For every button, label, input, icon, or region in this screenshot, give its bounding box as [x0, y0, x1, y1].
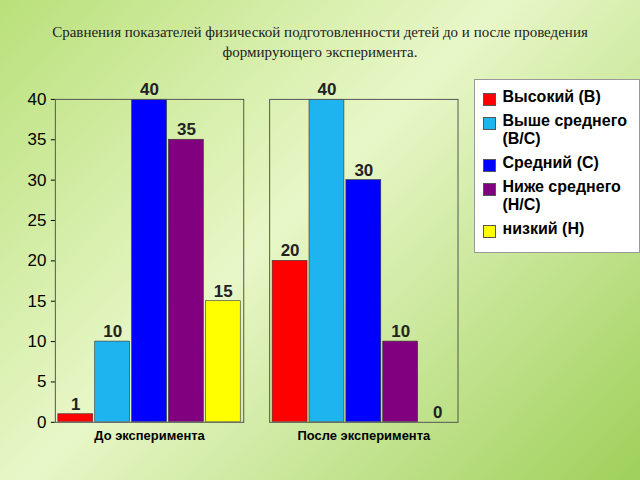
svg-text:35: 35: [28, 130, 47, 149]
svg-text:После эксперимента: После эксперимента: [297, 428, 430, 443]
svg-text:1: 1: [71, 394, 80, 413]
svg-text:0: 0: [37, 412, 46, 431]
svg-text:25: 25: [28, 210, 47, 229]
svg-text:15: 15: [214, 281, 233, 300]
html-text:Выше среднего (В/С): Выше среднего (В/С): [502, 111, 627, 147]
svg-text:До эксперимента: До эксперимента: [94, 428, 205, 443]
svg-text:0: 0: [433, 402, 442, 421]
svg-text:10: 10: [28, 332, 47, 351]
html-text:Сравнения показателей физическ: Сравнения показателей физической подгото…: [52, 24, 588, 61]
svg-text:20: 20: [28, 251, 47, 270]
svg-text:40: 40: [318, 79, 337, 98]
html-text:низкий (Н): низкий (Н): [502, 219, 585, 237]
html-text:Высокий (В): Высокий (В): [502, 87, 601, 105]
svg-text:10: 10: [391, 322, 410, 341]
svg-text:40: 40: [28, 89, 47, 108]
svg-text:15: 15: [28, 291, 47, 310]
svg-text:35: 35: [177, 120, 196, 139]
svg-text:20: 20: [281, 241, 300, 260]
svg-text:30: 30: [354, 160, 373, 179]
svg-text:30: 30: [28, 170, 47, 189]
svg-text:5: 5: [37, 372, 46, 391]
html-text:Средний (С): Средний (С): [502, 153, 599, 171]
html-text:Ниже среднего (Н/С): Ниже среднего (Н/С): [502, 177, 621, 213]
svg-text:10: 10: [103, 322, 122, 341]
svg-text:40: 40: [140, 79, 159, 98]
